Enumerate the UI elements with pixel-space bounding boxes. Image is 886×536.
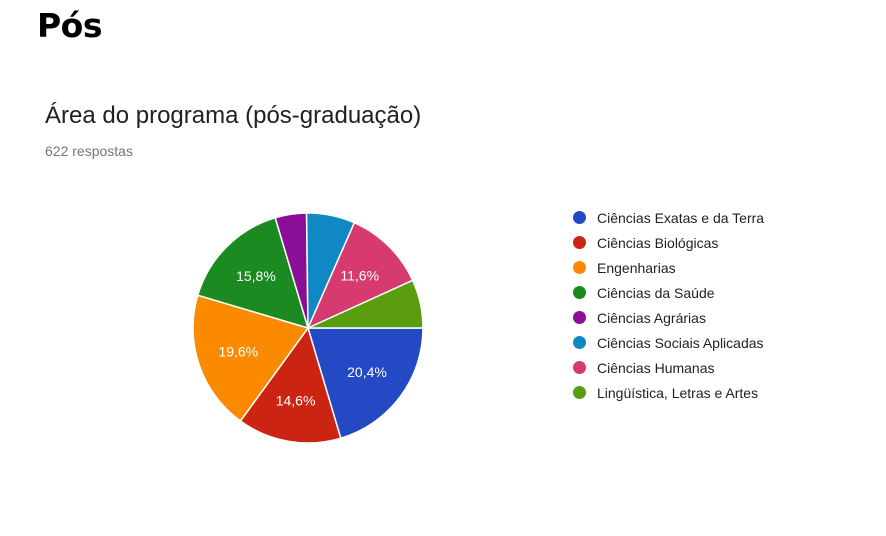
- legend-swatch: [573, 286, 586, 299]
- legend-swatch: [573, 361, 586, 374]
- slice-label: 20,4%: [347, 364, 387, 380]
- legend-item: Ciências Sociais Aplicadas: [573, 330, 764, 355]
- pie-slice: [306, 221, 414, 330]
- chart-legend: Ciências Exatas e da Terra Ciências Bioló…: [573, 205, 764, 405]
- pie-chart: 20,4% 14,6% 19,6% 15,8% 11,6%: [192, 212, 424, 444]
- legend-item: Ciências Humanas: [573, 355, 764, 380]
- legend-item: Lingüística, Letras e Artes: [573, 380, 764, 405]
- slice-label: 14,6%: [276, 393, 316, 409]
- legend-swatch: [573, 336, 586, 349]
- pie-slice: [306, 327, 424, 440]
- slice-label: 19,6%: [218, 344, 258, 360]
- pie-slice: [196, 216, 310, 330]
- legend-swatch: [573, 211, 586, 224]
- slice-label: 15,8%: [236, 268, 276, 284]
- legend-swatch: [573, 311, 586, 324]
- slice-label: 11,6%: [340, 268, 379, 284]
- legend-swatch: [573, 261, 586, 274]
- pie-slice: [192, 294, 310, 423]
- legend-label: Engenharias: [597, 259, 676, 276]
- legend-item: Ciências Agrárias: [573, 305, 764, 330]
- legend-label: Lingüística, Letras e Artes: [597, 384, 759, 401]
- legend-item: Ciências Biológicas: [573, 230, 764, 255]
- legend-swatch: [573, 236, 586, 249]
- pie-slice: [239, 326, 342, 444]
- legend-item: Ciências da Saúde: [573, 280, 764, 305]
- legend-item: Engenharias: [573, 255, 764, 280]
- legend-label: Ciências Exatas e da Terra: [597, 209, 765, 226]
- response-count: 622 respostas: [45, 143, 133, 159]
- pie-slice: [307, 279, 424, 329]
- legend-label: Ciências Humanas: [597, 359, 715, 376]
- legend-item: Ciências Exatas e da Terra: [573, 205, 764, 230]
- legend-label: Ciências Sociais Aplicadas: [597, 334, 764, 351]
- legend-label: Ciências Biológicas: [597, 234, 719, 251]
- chart-title: Área do programa (pós-graduação): [45, 102, 422, 129]
- legend-label: Ciências Agrárias: [597, 309, 706, 326]
- page-heading: Pós: [37, 6, 103, 45]
- legend-label: Ciências da Saúde: [597, 284, 715, 301]
- legend-swatch: [573, 386, 586, 399]
